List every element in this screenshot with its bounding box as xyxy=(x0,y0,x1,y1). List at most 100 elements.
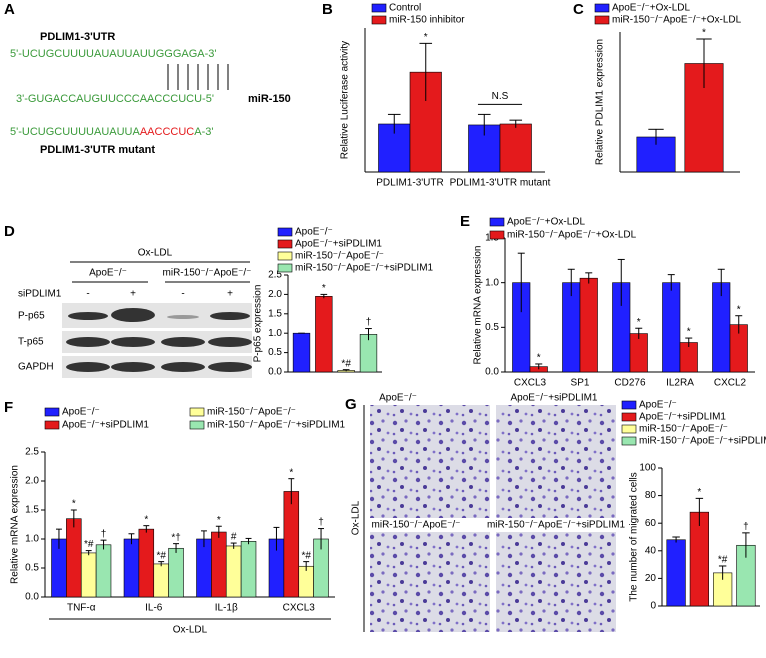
legend-label: ApoE⁻/⁻ xyxy=(639,400,677,411)
bar xyxy=(168,547,184,598)
significance: * xyxy=(217,515,221,526)
image-label: miR-150⁻/⁻ApoE⁻/⁻ xyxy=(372,520,461,531)
legend-swatch xyxy=(621,400,637,410)
panel-label: B xyxy=(322,1,333,18)
y-tick-label: 2.0 xyxy=(25,476,39,487)
bar xyxy=(225,545,242,598)
legend-swatch xyxy=(489,230,505,240)
y-axis-label: Relative Luciferase activity xyxy=(340,41,351,159)
legend-label: ApoE⁻/⁻+siPDLIM1 xyxy=(295,239,382,250)
legend-label: ApoE⁻/⁻+Ox-LDL xyxy=(507,217,586,228)
legend-label: ApoE⁻/⁻ xyxy=(62,407,100,418)
panel-label: A xyxy=(4,1,15,18)
bar xyxy=(138,528,155,598)
significance: # xyxy=(231,532,237,543)
significance: *† xyxy=(171,532,180,543)
legend-label: miR-150⁻/⁻ApoE⁻/⁻+siPDLIM1 xyxy=(295,263,434,274)
significance: * xyxy=(144,514,148,525)
x-tick-label: CXCL3 xyxy=(514,378,547,389)
image-label: ApoE⁻/⁻ xyxy=(379,393,417,404)
panel-label: F xyxy=(4,399,13,416)
y-axis-label: Relative mRNA expression xyxy=(473,246,484,365)
legend-label: miR-150⁻/⁻ApoE⁻/⁻+Ox-LDL xyxy=(507,230,637,241)
y-axis-label: Relative mRNA expression xyxy=(10,465,21,584)
x-tick-label: PDLIM1-3'UTR xyxy=(376,178,443,189)
image-label: miR-150⁻/⁻ApoE⁻/⁻+siPDLIM1 xyxy=(487,520,626,531)
image-label: ApoE⁻/⁻+siPDLIM1 xyxy=(511,393,598,404)
side-label: Ox-LDL xyxy=(351,500,362,535)
legend-label: miR-150⁻/⁻ApoE⁻/⁻+Ox-LDL xyxy=(612,15,742,26)
y-tick-label: 0.0 xyxy=(25,592,39,603)
panel-label: E xyxy=(460,213,470,230)
blot-label: - xyxy=(181,289,184,300)
mirna-name: miR-150 xyxy=(248,93,291,105)
x-tick-label: CXCL3 xyxy=(283,603,316,614)
blot-bands xyxy=(66,308,252,372)
legend-label: ApoE⁻/⁻+Ox-LDL xyxy=(612,3,691,14)
bar xyxy=(95,544,112,598)
band-label: GAPDH xyxy=(18,362,54,373)
y-tick-label: 40 xyxy=(645,545,657,556)
legend-swatch xyxy=(189,420,205,430)
y-tick-label: 1.5 xyxy=(268,308,282,319)
band-label: T-p65 xyxy=(18,337,44,348)
bar xyxy=(629,333,648,373)
significance: *# xyxy=(718,555,728,566)
significance: * xyxy=(697,487,701,498)
sequence: 3'-GUGACCAUGUUCCCAACCCUCU-5' xyxy=(16,93,214,105)
significance: *# xyxy=(341,358,351,369)
y-axis-label: The number of migrated cells xyxy=(629,472,640,602)
blot-label: siPDLIM1 xyxy=(18,289,62,300)
y-tick-label: 1.5 xyxy=(25,505,39,516)
band-label: P-p65 xyxy=(18,311,45,322)
legend-swatch xyxy=(489,217,505,227)
significance: † xyxy=(743,522,749,533)
legend-swatch xyxy=(621,424,637,434)
legend-label: miR-150⁻/⁻ApoE⁻/⁻+siPDLIM1 xyxy=(207,420,346,431)
significance: * xyxy=(289,467,293,478)
y-tick-label: 1.0 xyxy=(25,534,39,545)
bar xyxy=(66,518,82,598)
y-tick-label: 0.0 xyxy=(268,367,282,378)
significance: † xyxy=(318,517,324,528)
significance: * xyxy=(537,353,541,364)
blot-label: + xyxy=(130,289,136,300)
blot-label: + xyxy=(227,289,233,300)
y-tick-label: 20 xyxy=(645,573,657,584)
micrograph xyxy=(496,532,616,632)
legend-label: miR-150⁻/⁻ApoE⁻/⁻ xyxy=(639,424,728,435)
legend-swatch xyxy=(277,251,293,261)
bar xyxy=(153,563,169,598)
x-axis-label: Ox-LDL xyxy=(173,625,208,636)
mutated-bases: AACCCUC xyxy=(140,126,194,138)
significance: * xyxy=(424,32,428,43)
bar xyxy=(315,296,333,373)
x-tick-label: TNF-α xyxy=(67,603,96,614)
panel-label: G xyxy=(345,396,357,413)
sequence: 5'-UCUGCUUUUAUAUUAAACCCUCA-3' xyxy=(10,126,213,138)
significance: * xyxy=(702,28,706,39)
sequence-part: 5'-UCUGCUUUUAUAUUA xyxy=(10,126,140,138)
x-tick-label: CXCL2 xyxy=(714,378,747,389)
legend-swatch xyxy=(277,263,293,273)
significance: *# xyxy=(84,539,94,550)
blot-label: miR-150⁻/⁻ApoE⁻/⁻ xyxy=(163,268,252,279)
y-tick-label: 2.5 xyxy=(25,447,39,458)
legend-swatch xyxy=(44,407,60,417)
legend-label: ApoE⁻/⁻+siPDLIM1 xyxy=(62,420,149,431)
significance: * xyxy=(72,499,76,510)
legend-swatch xyxy=(594,15,610,25)
y-tick-label: 2.5 xyxy=(268,270,282,281)
significance: * xyxy=(687,327,691,338)
y-tick-label: 100 xyxy=(639,463,656,474)
micrograph xyxy=(370,405,490,518)
x-tick-label: IL-1β xyxy=(215,603,238,614)
bar xyxy=(292,332,311,373)
legend-swatch xyxy=(621,436,637,446)
bar xyxy=(196,538,212,598)
x-tick-label: CD276 xyxy=(614,378,646,389)
significance: *# xyxy=(156,550,166,561)
blot-label: - xyxy=(86,289,89,300)
y-tick-label: 0.5 xyxy=(485,322,499,333)
legend-label: ApoE⁻/⁻+siPDLIM1 xyxy=(639,412,726,423)
